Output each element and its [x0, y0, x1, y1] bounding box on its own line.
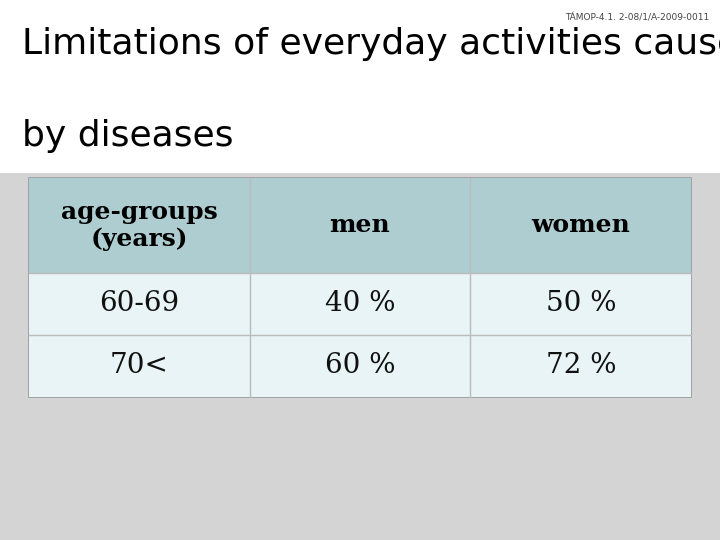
- Text: TÁMOP-4.1. 2-08/1/A-2009-0011: TÁMOP-4.1. 2-08/1/A-2009-0011: [565, 14, 709, 23]
- Text: by diseases: by diseases: [22, 119, 233, 153]
- Text: 40 %: 40 %: [325, 290, 395, 317]
- Text: men: men: [330, 213, 390, 238]
- Text: age-groups
(years): age-groups (years): [60, 200, 217, 251]
- Text: 72 %: 72 %: [546, 352, 616, 379]
- Text: 60-69: 60-69: [99, 290, 179, 317]
- Text: 60 %: 60 %: [325, 352, 395, 379]
- Text: 50 %: 50 %: [546, 290, 616, 317]
- Text: 70<: 70<: [109, 352, 168, 379]
- Text: Limitations of everyday activities caused: Limitations of everyday activities cause…: [22, 27, 720, 61]
- Text: women: women: [531, 213, 630, 238]
